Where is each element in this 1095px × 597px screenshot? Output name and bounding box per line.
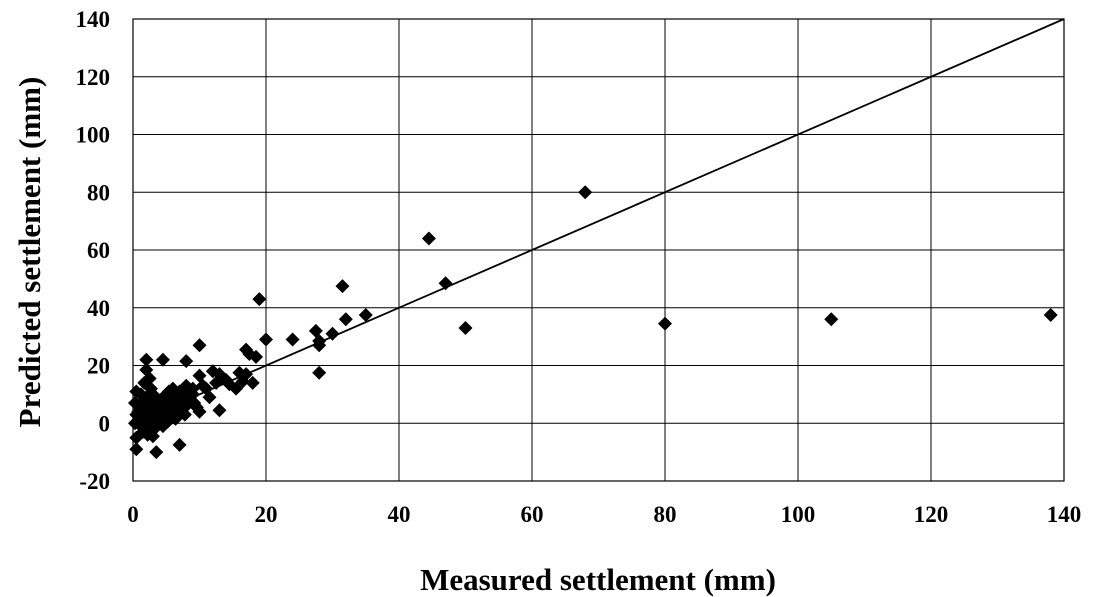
y-tick-label: 140 [76, 7, 111, 32]
data-point-14 [312, 338, 327, 353]
data-point-22 [245, 375, 260, 390]
data-point-9 [358, 307, 373, 322]
data-point-15 [312, 365, 327, 380]
data-point-96 [133, 387, 148, 402]
data-point-30 [192, 338, 207, 353]
data-point-50 [139, 362, 154, 377]
data-point-17 [259, 332, 273, 347]
y-tick-label: 0 [99, 411, 111, 436]
data-point-6 [824, 312, 839, 327]
data-point-58 [129, 442, 144, 457]
x-tick-label: 80 [654, 502, 677, 527]
data-point-102 [189, 400, 204, 415]
data-point-2 [438, 276, 453, 291]
data-point-59 [129, 430, 144, 445]
x-tick-label: 60 [521, 502, 544, 527]
data-point-11 [325, 326, 340, 341]
data-point-7 [1043, 307, 1058, 322]
reference-line-1-to-1 [132, 18, 1065, 425]
data-point-91 [155, 419, 170, 434]
x-tick-label: 20 [255, 502, 278, 527]
data-point-87 [209, 375, 224, 390]
data-point-38 [172, 437, 187, 452]
data-point-97 [127, 396, 142, 411]
x-tick-label: 140 [1047, 502, 1082, 527]
y-tick-labels: -20 0 20 40 60 80 100 120 140 [76, 7, 111, 494]
y-tick-label: 80 [87, 180, 110, 205]
data-point-3 [335, 279, 350, 294]
data-point-34 [179, 354, 194, 369]
y-tick-label: 60 [87, 238, 110, 263]
data-point-107 [161, 384, 176, 399]
x-tick-label: 0 [127, 502, 139, 527]
data-point-43 [155, 352, 170, 367]
y-tick-label: 40 [87, 296, 110, 321]
data-point-104 [235, 374, 250, 389]
data-point-95 [140, 427, 155, 442]
data-point-0 [578, 185, 593, 200]
x-tick-labels: 0 20 40 60 80 100 120 140 [127, 502, 1081, 527]
x-axis-title: Measured settlement (mm) [420, 562, 776, 597]
data-point-99 [155, 406, 170, 421]
data-point-20 [239, 342, 254, 357]
data-point-100 [168, 411, 183, 426]
x-tick-label: 40 [388, 502, 411, 527]
data-point-85 [195, 378, 210, 393]
data-point-101 [183, 385, 198, 400]
data-point-27 [205, 364, 220, 379]
data-point-8 [252, 292, 267, 307]
y-tick-label: 100 [76, 123, 111, 148]
y-axis-title: Predicted settlement (mm) [12, 77, 47, 428]
data-point-1 [421, 231, 436, 246]
y-tick-label: 120 [76, 65, 111, 90]
data-point-98 [149, 391, 164, 406]
y-tick-label: -20 [79, 469, 110, 494]
data-point-13 [308, 323, 323, 338]
grid-lines [132, 18, 1065, 482]
data-point-83 [179, 398, 194, 413]
y-tick-label: 20 [87, 354, 110, 379]
data-point-49 [139, 352, 154, 367]
plot-frame [132, 18, 1065, 482]
data-point-5 [658, 316, 672, 331]
data-point-28 [212, 403, 227, 418]
data-point-16 [285, 332, 300, 347]
data-point-45 [149, 445, 164, 460]
data-points [127, 185, 1058, 460]
x-tick-label: 120 [914, 502, 949, 527]
data-point-106 [137, 375, 152, 390]
data-point-4 [458, 320, 473, 335]
x-tick-label: 100 [781, 502, 816, 527]
data-point-10 [338, 312, 353, 327]
data-point-103 [222, 377, 237, 392]
data-point-86 [202, 390, 217, 405]
